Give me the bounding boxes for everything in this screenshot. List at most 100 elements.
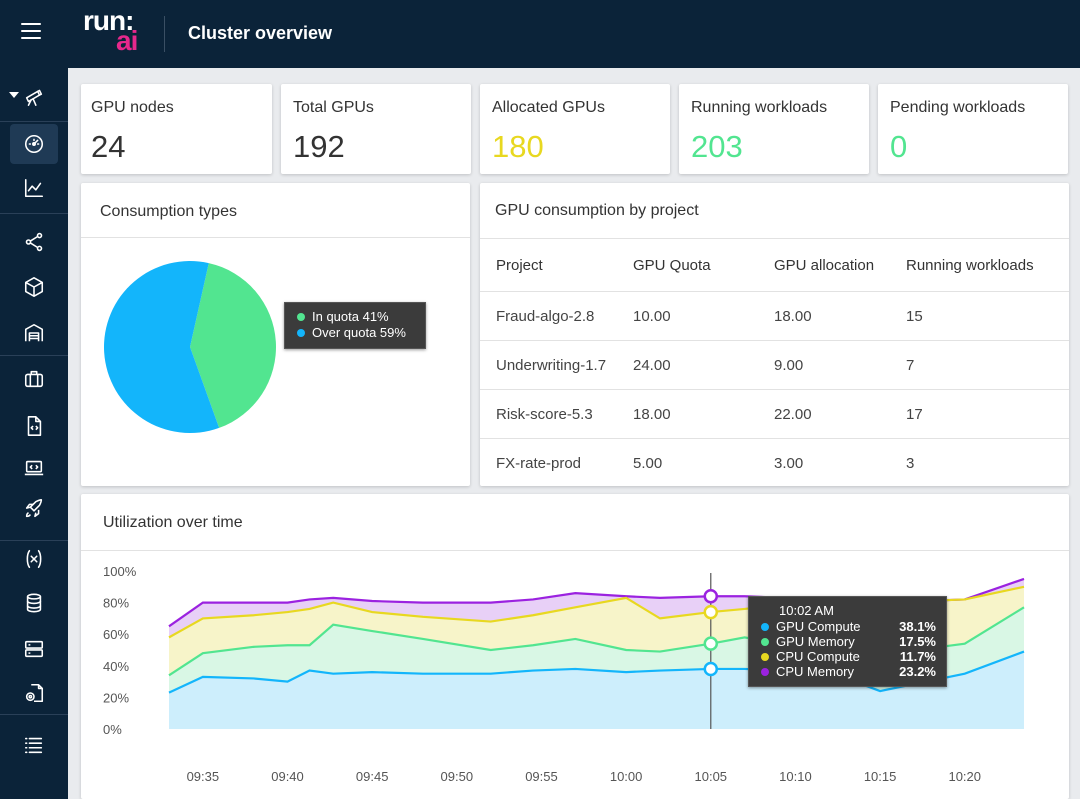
x-tick-label: 10:15 [864, 769, 897, 784]
y-tick-label: 100% [103, 564, 137, 579]
briefcase-icon [24, 370, 44, 388]
card-title: Consumption types [100, 203, 237, 220]
x-tick-label: 10:05 [695, 769, 728, 784]
runai-logo[interactable]: run: ai [83, 5, 145, 56]
database-icon [26, 593, 42, 613]
sidebar-item-code-file[interactable] [10, 406, 58, 446]
projects-table: Project GPU Quota GPU allocation Running… [480, 239, 1069, 487]
table-header-row: Project GPU Quota GPU allocation Running… [480, 239, 1069, 292]
stat-label: Allocated GPUs [492, 99, 605, 116]
top-bar: run: ai Cluster overview [0, 0, 1080, 68]
cell-gpu-quota: 24.00 [633, 340, 774, 390]
x-tick-label: 09:55 [525, 769, 558, 784]
tooltip-label-over-quota: Over quota 59% [312, 325, 406, 340]
card-title: Utilization over time [103, 514, 243, 531]
card-title: GPU consumption by project [495, 202, 699, 219]
dot-cpu-compute [761, 652, 769, 661]
menu-icon[interactable] [21, 23, 41, 41]
stat-card-gpu-nodes: GPU nodes 24 [81, 84, 272, 174]
dashboard-gauge-icon [24, 134, 44, 154]
stat-value: 180 [492, 129, 544, 164]
sidebar-item-server[interactable] [10, 629, 58, 669]
code-file-icon [27, 416, 42, 436]
cell-running-workloads: 3 [906, 454, 915, 472]
cell-gpu-quota: 10.00 [633, 291, 774, 341]
column-header-project[interactable]: Project [480, 239, 633, 292]
telescope-icon [25, 89, 43, 106]
y-tick-label: 80% [103, 596, 129, 611]
tooltip-value: 17.5% [899, 634, 936, 649]
cell-gpu-quota: 18.00 [633, 389, 774, 439]
laptop-code-icon [24, 460, 44, 476]
sidebar-item-database[interactable] [10, 583, 58, 623]
column-header-running-workloads[interactable]: Running workloads [906, 239, 1069, 292]
cell-gpu-allocation: 9.00 [774, 340, 906, 390]
table-row[interactable]: Fraud-algo-2.8 10.00 18.00 15 [480, 291, 1069, 341]
tooltip-time: 10:02 AM [779, 603, 834, 618]
header-divider [164, 16, 165, 52]
cell-gpu-allocation: 3.00 [774, 454, 804, 472]
pie-chart [103, 261, 276, 433]
table-row[interactable]: FX-rate-prod 5.00 3.00 3 [480, 439, 1069, 488]
sidebar-item-settings-file[interactable] [10, 673, 58, 713]
cell-project: Underwriting-1.7 [480, 340, 633, 390]
stat-value: 0 [890, 129, 908, 164]
x-tick-label: 09:45 [356, 769, 389, 784]
pie-slice-in-quota[interactable] [190, 263, 276, 428]
sidebar-item-telescope[interactable] [10, 76, 58, 116]
legend-dot-over-quota [297, 328, 305, 337]
tooltip-value: 11.7% [899, 649, 936, 664]
sidebar-item-list-settings[interactable] [10, 725, 58, 765]
sidebar-item-nodes[interactable] [10, 222, 58, 262]
stat-value: 203 [691, 129, 743, 164]
cell-running-workloads: 15 [906, 291, 1069, 341]
sidebar-item-dashboard[interactable] [10, 124, 58, 164]
table-row[interactable]: Underwriting-1.7 24.00 9.00 7 [480, 340, 1069, 390]
dot-gpu-memory [761, 637, 769, 646]
warehouse-icon [24, 323, 44, 342]
pie-tooltip: In quota 41% Over quota 59% [284, 302, 426, 349]
cell-gpu-quota: 5.00 [633, 454, 663, 472]
x-tick-label: 10:20 [948, 769, 981, 784]
cell-running-workloads: 17 [906, 389, 1069, 439]
tooltip-value: 23.2% [899, 664, 936, 679]
x-tick-label: 09:50 [441, 769, 474, 784]
dot-gpu-compute [761, 622, 769, 631]
x-tick-label: 10:00 [610, 769, 643, 784]
nodes-graph-icon [25, 232, 43, 252]
stat-label: Pending workloads [890, 99, 1026, 116]
hover-marker-gpu-memory [703, 636, 719, 651]
cube-icon [24, 277, 44, 297]
column-header-gpu-quota[interactable]: GPU Quota [633, 239, 774, 292]
sidebar-item-laptop-code[interactable] [10, 448, 58, 488]
tooltip-label: CPU Compute [776, 649, 860, 664]
sidebar-item-briefcase[interactable] [10, 359, 58, 399]
utilization-over-time-card: Utilization over time 100% 80% 60% 40% 20% 0%… [81, 494, 1069, 799]
sidebar-item-function[interactable] [10, 539, 58, 579]
cell-gpu-allocation: 18.00 [774, 291, 906, 341]
tooltip-label: GPU Compute [776, 619, 861, 634]
sidebar-item-cube[interactable] [10, 267, 58, 307]
sidebar-item-rocket[interactable] [10, 489, 58, 529]
stat-label: Total GPUs [293, 99, 374, 116]
caret-down-icon[interactable] [9, 92, 19, 98]
y-tick-label: 40% [103, 659, 129, 674]
stat-label: Running workloads [691, 99, 828, 116]
consumption-types-card: Consumption types In quota 41% Over quot… [81, 183, 470, 486]
sidebar-item-warehouse[interactable] [10, 313, 58, 353]
x-tick-label: 10:10 [779, 769, 812, 784]
stat-value: 24 [91, 129, 126, 164]
settings-file-icon [25, 683, 44, 703]
table-row[interactable]: Risk-score-5.3 18.00 22.00 17 [480, 389, 1069, 439]
cell-project: Fraud-algo-2.8 [480, 291, 633, 341]
list-settings-icon [24, 737, 43, 754]
function-variable-icon [26, 549, 42, 569]
x-tick-label: 09:40 [271, 769, 304, 784]
stat-card-pending-workloads: Pending workloads 0 [878, 84, 1068, 174]
pie-slice-over-quota[interactable] [103, 261, 220, 433]
column-header-gpu-allocation[interactable]: GPU allocation [774, 239, 906, 292]
sidebar-item-analytics[interactable] [10, 168, 58, 208]
utilization-tooltip: 10:02 AM GPU Compute 38.1% GPU Memory 17.5… [748, 596, 947, 687]
tooltip-label: CPU Memory [776, 664, 855, 679]
y-tick-label: 0% [103, 722, 122, 737]
